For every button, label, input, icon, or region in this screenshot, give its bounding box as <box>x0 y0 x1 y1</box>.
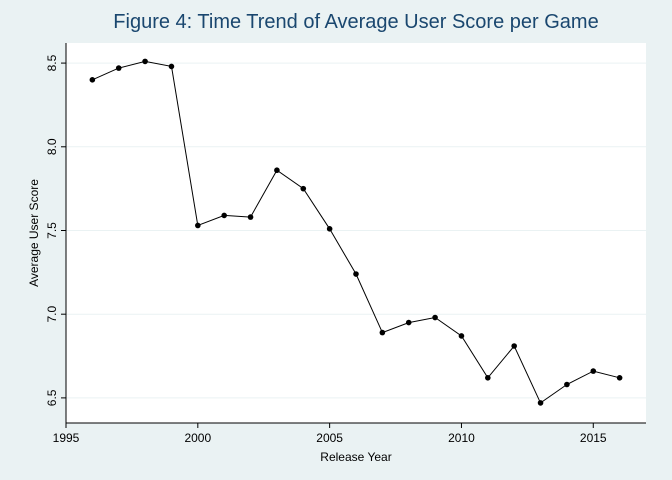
axes <box>61 43 646 428</box>
data-point <box>537 400 544 406</box>
data-point <box>564 381 570 388</box>
data-point <box>405 319 412 326</box>
y-tick-label: 8.0 <box>45 138 59 155</box>
y-axis-title: Average User Score <box>27 179 41 287</box>
gridlines <box>66 62 646 399</box>
data-point <box>300 185 307 192</box>
data-point <box>353 271 359 277</box>
plot-area <box>66 43 646 423</box>
y-tick-label: 7.5 <box>45 222 59 239</box>
data-point <box>432 314 438 321</box>
data-point <box>274 167 280 174</box>
data-point <box>511 343 517 349</box>
x-tick-label: 2005 <box>316 431 343 445</box>
x-tick-label: 1995 <box>53 431 80 445</box>
data-point <box>168 63 175 70</box>
data-point <box>115 65 122 71</box>
x-tick-label: 2010 <box>448 431 475 445</box>
data-point <box>195 222 201 229</box>
x-tick-label: 2000 <box>184 431 211 445</box>
data-point <box>379 329 386 336</box>
data-point <box>590 368 597 374</box>
chart-title: Figure 4: Time Trend of Average User Sco… <box>113 11 599 33</box>
data-points <box>89 58 623 406</box>
data-point <box>485 375 491 381</box>
x-tick-label: 2015 <box>580 431 607 445</box>
tick-labels: 6.5 7.0 7.5 8.0 8.5 1995 2000 2005 2010 2015 <box>45 54 607 445</box>
data-point <box>221 212 227 219</box>
y-tick-label: 6.5 <box>45 389 59 406</box>
x-axis-title: Release Year <box>320 450 391 464</box>
data-point <box>89 77 96 83</box>
data-point <box>247 214 254 220</box>
data-point <box>142 58 148 65</box>
data-point <box>458 333 465 339</box>
y-tick-label: 8.5 <box>45 54 59 71</box>
data-point <box>326 226 333 232</box>
y-tick-label: 7.0 <box>45 306 59 323</box>
data-point <box>616 375 623 381</box>
